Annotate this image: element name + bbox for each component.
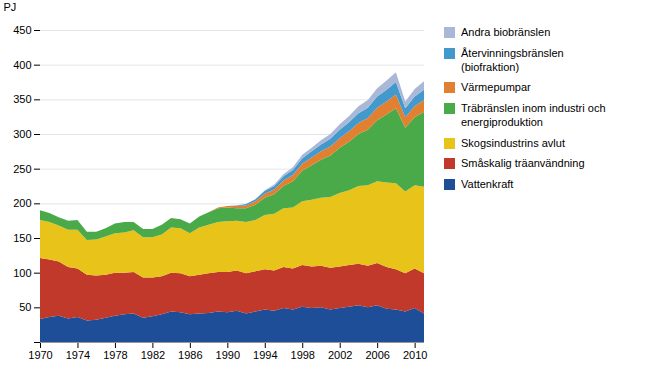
svg-text:1970: 1970 [28, 349, 52, 361]
html-text:Återvinningsbränslen (biofrakt: Återvinningsbränslen (biofraktion) [461, 46, 564, 73]
html-text:Värmepumpar: Värmepumpar [461, 81, 531, 94]
svg-text:1994: 1994 [253, 349, 277, 361]
svg-text:150: 150 [13, 232, 31, 244]
svg-text:50: 50 [19, 301, 31, 313]
svg-text:1982: 1982 [141, 349, 165, 361]
html-text:Skogsindustrins avlut: Skogsindustrins avlut [461, 136, 565, 149]
svg-text:200: 200 [13, 197, 31, 209]
svg-text:1998: 1998 [291, 349, 315, 361]
html-text:Andra biobränslen: Andra biobränslen [461, 26, 551, 38]
svg-text:2002: 2002 [328, 349, 352, 361]
svg-text:PJ: PJ [4, 1, 17, 13]
svg-text:450: 450 [13, 24, 31, 36]
svg-text:2006: 2006 [365, 349, 389, 361]
svg-text:1974: 1974 [66, 349, 90, 361]
svg-text:250: 250 [13, 163, 31, 175]
svg-text:1986: 1986 [178, 349, 202, 361]
svg-text:400: 400 [13, 59, 31, 71]
html-text:Småskalig träanvändning: Småskalig träanvändning [461, 157, 585, 170]
svg-text:300: 300 [13, 128, 31, 140]
svg-text:1990: 1990 [216, 349, 240, 361]
svg-text:2010: 2010 [403, 349, 427, 361]
svg-text:100: 100 [13, 267, 31, 279]
html-text:Träbränslen inom industri och: Träbränslen inom industri och energiprod… [461, 102, 606, 128]
svg-text:1978: 1978 [103, 349, 127, 361]
html-text:Vattenkraft: Vattenkraft [461, 178, 514, 190]
svg-text:350: 350 [13, 93, 31, 105]
